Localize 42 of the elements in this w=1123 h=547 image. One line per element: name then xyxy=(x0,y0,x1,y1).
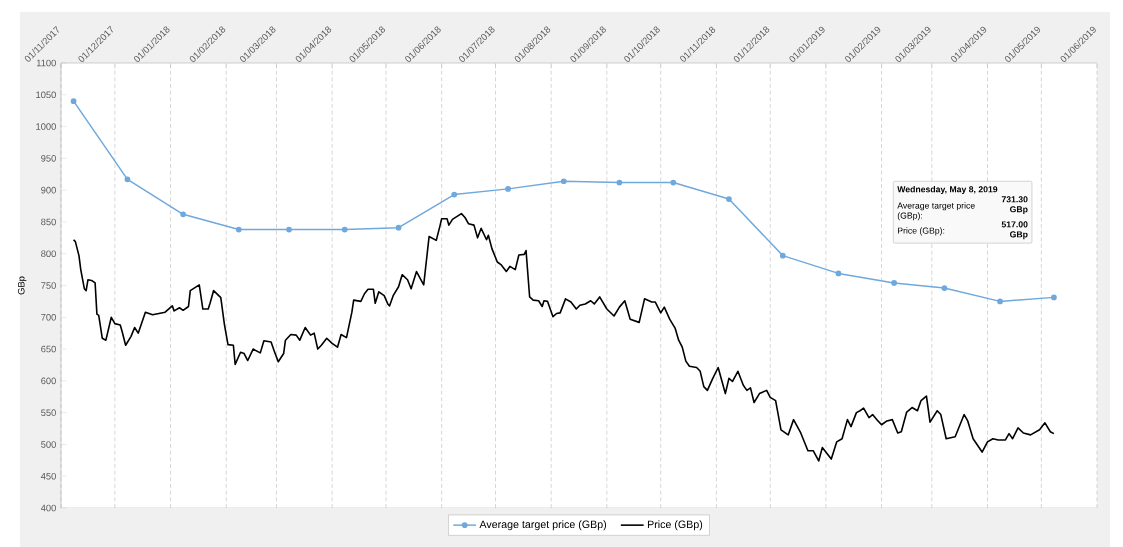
y-tick-label: 950 xyxy=(41,155,56,162)
point xyxy=(560,178,567,185)
point xyxy=(395,224,402,231)
y-tick-label: 800 xyxy=(41,250,56,258)
y-axis-title: GBp xyxy=(17,276,27,295)
point xyxy=(341,226,348,233)
annotation: 517.00 GBp xyxy=(1001,221,1028,240)
point xyxy=(180,211,186,218)
point xyxy=(505,186,511,192)
y-tick-label: 750 xyxy=(41,282,56,289)
y-tick-label: 550 xyxy=(41,409,56,416)
y-tick-label: 500 xyxy=(41,441,56,448)
line-series xyxy=(72,212,1055,462)
y-tick-label: 700 xyxy=(41,314,56,321)
y-tick-label: 850 xyxy=(41,218,56,226)
point xyxy=(1051,294,1057,301)
point xyxy=(70,98,77,105)
annotation: 731.30 GBp xyxy=(1001,196,1028,215)
annotation: Average target price (GBp): xyxy=(897,202,975,221)
y-tick-label: 900 xyxy=(41,186,56,194)
point xyxy=(726,196,732,202)
annotation: Wednesday, May 8, 2019 xyxy=(897,185,998,195)
point xyxy=(835,270,842,277)
point xyxy=(235,226,242,233)
legend-label: Average target price (GBp) xyxy=(479,520,607,531)
point xyxy=(451,191,458,198)
y-tick-label: 600 xyxy=(41,377,56,385)
point xyxy=(286,226,292,233)
point xyxy=(779,252,786,259)
point xyxy=(616,179,623,186)
y-tick-label: 400 xyxy=(40,504,56,512)
point xyxy=(891,280,897,286)
point xyxy=(997,298,1003,305)
y-tick-label: 650 xyxy=(41,345,56,353)
y-tick-label: 1000 xyxy=(36,123,56,130)
y-tick-label: 1050 xyxy=(36,91,56,99)
y-tick-label: 450 xyxy=(40,472,56,480)
annotation: Price (GBp): xyxy=(897,227,945,236)
point xyxy=(670,179,677,186)
legend-label: Price (GBp) xyxy=(647,520,703,531)
point xyxy=(124,176,131,183)
point xyxy=(941,285,948,291)
